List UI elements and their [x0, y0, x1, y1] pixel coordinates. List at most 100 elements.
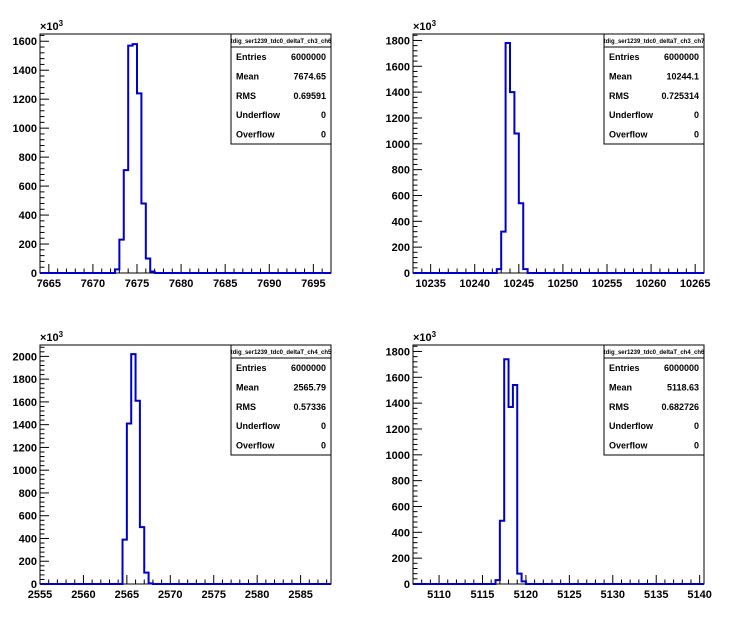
histogram-bin: [500, 521, 504, 584]
stats-value: 5118.63: [667, 382, 699, 392]
y-tick-label: 1400: [386, 398, 410, 410]
stats-label: Overflow: [609, 441, 649, 451]
y-tick-label: 400: [392, 216, 410, 228]
x-tick-label: 2575: [201, 589, 225, 601]
x-tick-label: 5115: [471, 589, 495, 601]
x-tick-label: 2555: [28, 589, 52, 601]
stats-value: 0.682726: [661, 402, 699, 412]
histogram-bin: [137, 93, 141, 273]
y-tick-label: 1200: [386, 113, 410, 125]
y-tick-label: 1000: [386, 139, 410, 151]
stats-box: tdig_ser1239_tdc0_deltaT_ch4_ch6 Entries 6…: [603, 344, 705, 456]
x-tick-label: 7670: [81, 278, 105, 290]
stats-label: Underflow: [236, 421, 281, 431]
stats-value: 0: [321, 130, 326, 140]
histogram-bin: [514, 133, 518, 273]
y-tick-label: 200: [19, 239, 37, 251]
histogram-bin: [119, 240, 123, 273]
y-tick-label: 1400: [13, 65, 37, 77]
x-tick-label: 7695: [301, 278, 325, 290]
x-axis: 7665 7670 7675 7680 7685 7690 7695: [37, 264, 332, 290]
stats-label: Underflow: [236, 110, 281, 120]
y-exponent-label: ×103: [413, 330, 437, 344]
stats-value: 6000000: [664, 52, 699, 62]
stats-value: 0: [321, 441, 326, 451]
histogram-bin: [513, 385, 517, 584]
histogram-bin: [141, 203, 145, 273]
histogram-bin: [150, 272, 154, 273]
histogram-bin: [510, 92, 514, 273]
y-axis: 0 200 400 600 800 1000 1200 1400 1600: [13, 34, 49, 280]
histogram-panel-4: 5110 5115 5120 5125 5130 5135 5140 0 200 400 600 80…: [386, 330, 712, 601]
y-tick-label: 1200: [386, 424, 410, 436]
y-tick-label: 1600: [386, 61, 410, 73]
stats-value: 0.69591: [293, 91, 326, 101]
y-tick-label: 1400: [13, 420, 37, 432]
y-tick-label: 0: [31, 268, 37, 280]
histogram-bin: [509, 407, 513, 584]
y-tick-label: 200: [392, 242, 410, 254]
x-tick-label: 5130: [601, 589, 625, 601]
x-tick-label: 10265: [680, 278, 711, 290]
x-tick-label: 10240: [459, 278, 490, 290]
x-tick-label: 5110: [427, 589, 451, 601]
y-tick-label: 1000: [13, 123, 37, 135]
y-tick-label: 400: [392, 527, 410, 539]
stats-label: RMS: [236, 91, 256, 101]
stats-value: 7674.65: [293, 71, 326, 81]
y-tick-label: 1800: [13, 374, 37, 386]
histogram-bins: [123, 354, 153, 584]
x-tick-label: 2580: [245, 589, 269, 601]
stats-label: Underflow: [609, 110, 654, 120]
stats-label: Overflow: [236, 441, 276, 451]
histogram-bins: [496, 359, 526, 584]
y-tick-label: 800: [19, 488, 37, 500]
y-exponent-value: 3: [432, 330, 437, 339]
histogram-bin: [506, 43, 510, 273]
stats-box: tdig_ser1239_tdc0_deltaT_ch3_ch7 Entries 6…: [603, 33, 705, 145]
stats-value: 6000000: [664, 363, 699, 373]
y-tick-label: 1200: [13, 442, 37, 454]
stats-value: 0.725314: [661, 91, 699, 101]
stats-label: Mean: [236, 382, 259, 392]
y-tick-label: 1600: [13, 36, 37, 48]
stats-label: Mean: [609, 382, 632, 392]
x-tick-label: 2565: [115, 589, 139, 601]
stats-value: 2565.79: [293, 382, 326, 392]
histogram-bin: [115, 269, 119, 273]
stats-value: 10244.1: [666, 71, 699, 81]
histogram-bin: [146, 259, 150, 273]
x-tick-label: 5125: [557, 589, 581, 601]
stats-value: 6000000: [291, 52, 326, 62]
histogram-bin: [504, 359, 508, 584]
stats-value: 6000000: [291, 363, 326, 373]
x-tick-label: 5140: [687, 589, 711, 601]
x-tick-label: 10255: [592, 278, 623, 290]
stats-value: 0: [694, 421, 699, 431]
stats-value: 0: [694, 130, 699, 140]
x-tick-label: 2570: [158, 589, 182, 601]
stats-value: 0: [694, 441, 699, 451]
histogram-outline: [413, 42, 704, 274]
stats-box-frame: [230, 344, 332, 456]
x-tick-label: 7685: [213, 278, 237, 290]
histogram-bin: [131, 354, 135, 584]
histogram-bin: [497, 269, 501, 273]
stats-label: RMS: [236, 402, 256, 412]
stats-box: tdig_ser1239_tdc0_deltaT_ch3_ch6 Entries 6…: [230, 33, 332, 145]
y-tick-label: 1800: [386, 35, 410, 47]
stats-value: 0.57336: [293, 402, 326, 412]
y-tick-label: 1400: [386, 87, 410, 99]
histogram-bin: [523, 269, 527, 273]
x-tick-label: 7665: [37, 278, 61, 290]
x-tick-label: 10260: [636, 278, 667, 290]
histogram-bin: [123, 540, 127, 584]
stats-label: Mean: [609, 71, 632, 81]
x-tick-label: 10245: [504, 278, 535, 290]
y-tick-label: 1600: [386, 372, 410, 384]
histogram-bin: [128, 46, 132, 273]
histogram-outline: [40, 43, 331, 274]
x-tick-label: 2585: [288, 589, 312, 601]
y-tick-label: 1200: [13, 94, 37, 106]
x-axis: 5110 5115 5120 5125 5130 5135 5140: [412, 575, 712, 601]
